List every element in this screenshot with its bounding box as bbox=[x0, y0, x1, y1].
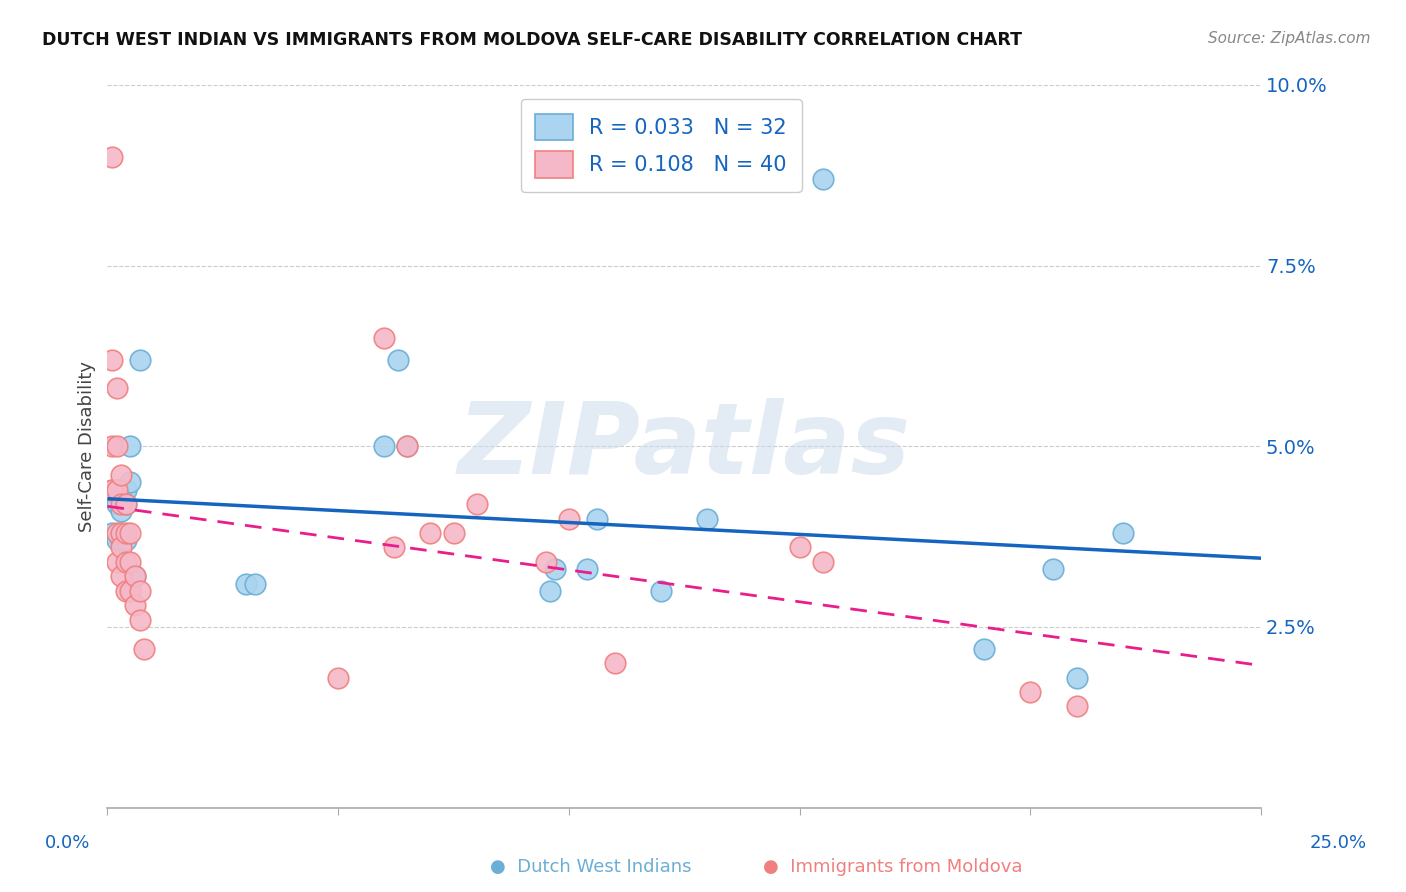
Point bbox=[443, 526, 465, 541]
Point bbox=[120, 526, 142, 541]
Point bbox=[544, 562, 567, 576]
Point bbox=[101, 352, 124, 367]
Point bbox=[396, 439, 419, 453]
Point bbox=[110, 526, 132, 541]
Point bbox=[1111, 526, 1133, 541]
Point bbox=[650, 583, 672, 598]
Point bbox=[585, 511, 607, 525]
Point bbox=[789, 541, 811, 555]
Point bbox=[101, 483, 124, 497]
Point bbox=[120, 555, 142, 569]
Point bbox=[105, 533, 128, 548]
Point bbox=[134, 641, 156, 656]
Point bbox=[105, 483, 128, 497]
Point bbox=[243, 576, 266, 591]
Point bbox=[120, 439, 142, 453]
Point bbox=[115, 583, 138, 598]
Point bbox=[115, 533, 138, 548]
Point bbox=[558, 511, 581, 525]
Point bbox=[235, 576, 257, 591]
Point bbox=[105, 526, 128, 541]
Point bbox=[811, 172, 834, 186]
Point bbox=[120, 475, 142, 490]
Text: DUTCH WEST INDIAN VS IMMIGRANTS FROM MOLDOVA SELF-CARE DISABILITY CORRELATION CH: DUTCH WEST INDIAN VS IMMIGRANTS FROM MOL… bbox=[42, 31, 1022, 49]
Point bbox=[973, 641, 995, 656]
Point bbox=[101, 483, 124, 497]
Point bbox=[105, 497, 128, 511]
Point bbox=[1042, 562, 1064, 576]
Point bbox=[110, 541, 132, 555]
Point bbox=[110, 526, 132, 541]
Text: 25.0%: 25.0% bbox=[1310, 834, 1367, 852]
Point bbox=[696, 511, 718, 525]
Text: Source: ZipAtlas.com: Source: ZipAtlas.com bbox=[1208, 31, 1371, 46]
Text: 0.0%: 0.0% bbox=[45, 834, 90, 852]
Point bbox=[110, 468, 132, 483]
Text: ●  Dutch West Indians: ● Dutch West Indians bbox=[489, 858, 692, 876]
Point bbox=[101, 526, 124, 541]
Point bbox=[101, 439, 124, 453]
Point bbox=[373, 439, 395, 453]
Point bbox=[105, 381, 128, 395]
Point bbox=[105, 439, 128, 453]
Legend: R = 0.033   N = 32, R = 0.108   N = 40: R = 0.033 N = 32, R = 0.108 N = 40 bbox=[520, 99, 801, 192]
Point bbox=[105, 555, 128, 569]
Point bbox=[465, 497, 488, 511]
Point bbox=[128, 613, 150, 627]
Point bbox=[115, 526, 138, 541]
Point bbox=[124, 569, 146, 583]
Point bbox=[115, 497, 138, 511]
Point bbox=[1066, 671, 1088, 685]
Point bbox=[115, 555, 138, 569]
Point bbox=[387, 352, 409, 367]
Point bbox=[124, 569, 146, 583]
Text: ZIPatlas: ZIPatlas bbox=[458, 398, 911, 495]
Point bbox=[110, 490, 132, 504]
Point bbox=[538, 583, 561, 598]
Point bbox=[110, 569, 132, 583]
Point bbox=[811, 555, 834, 569]
Point bbox=[110, 533, 132, 548]
Point bbox=[115, 483, 138, 497]
Point bbox=[373, 331, 395, 345]
Point bbox=[128, 352, 150, 367]
Y-axis label: Self-Care Disability: Self-Care Disability bbox=[79, 360, 96, 532]
Point bbox=[534, 555, 557, 569]
Point bbox=[1066, 699, 1088, 714]
Point bbox=[124, 599, 146, 613]
Point bbox=[576, 562, 599, 576]
Text: ●  Immigrants from Moldova: ● Immigrants from Moldova bbox=[763, 858, 1022, 876]
Point bbox=[396, 439, 419, 453]
Point bbox=[382, 541, 405, 555]
Point bbox=[110, 497, 132, 511]
Point bbox=[110, 504, 132, 518]
Point bbox=[120, 583, 142, 598]
Point bbox=[105, 483, 128, 497]
Point bbox=[115, 497, 138, 511]
Point bbox=[128, 583, 150, 598]
Point bbox=[419, 526, 441, 541]
Point bbox=[1019, 685, 1042, 699]
Point bbox=[326, 671, 349, 685]
Point bbox=[603, 656, 626, 670]
Point bbox=[101, 150, 124, 164]
